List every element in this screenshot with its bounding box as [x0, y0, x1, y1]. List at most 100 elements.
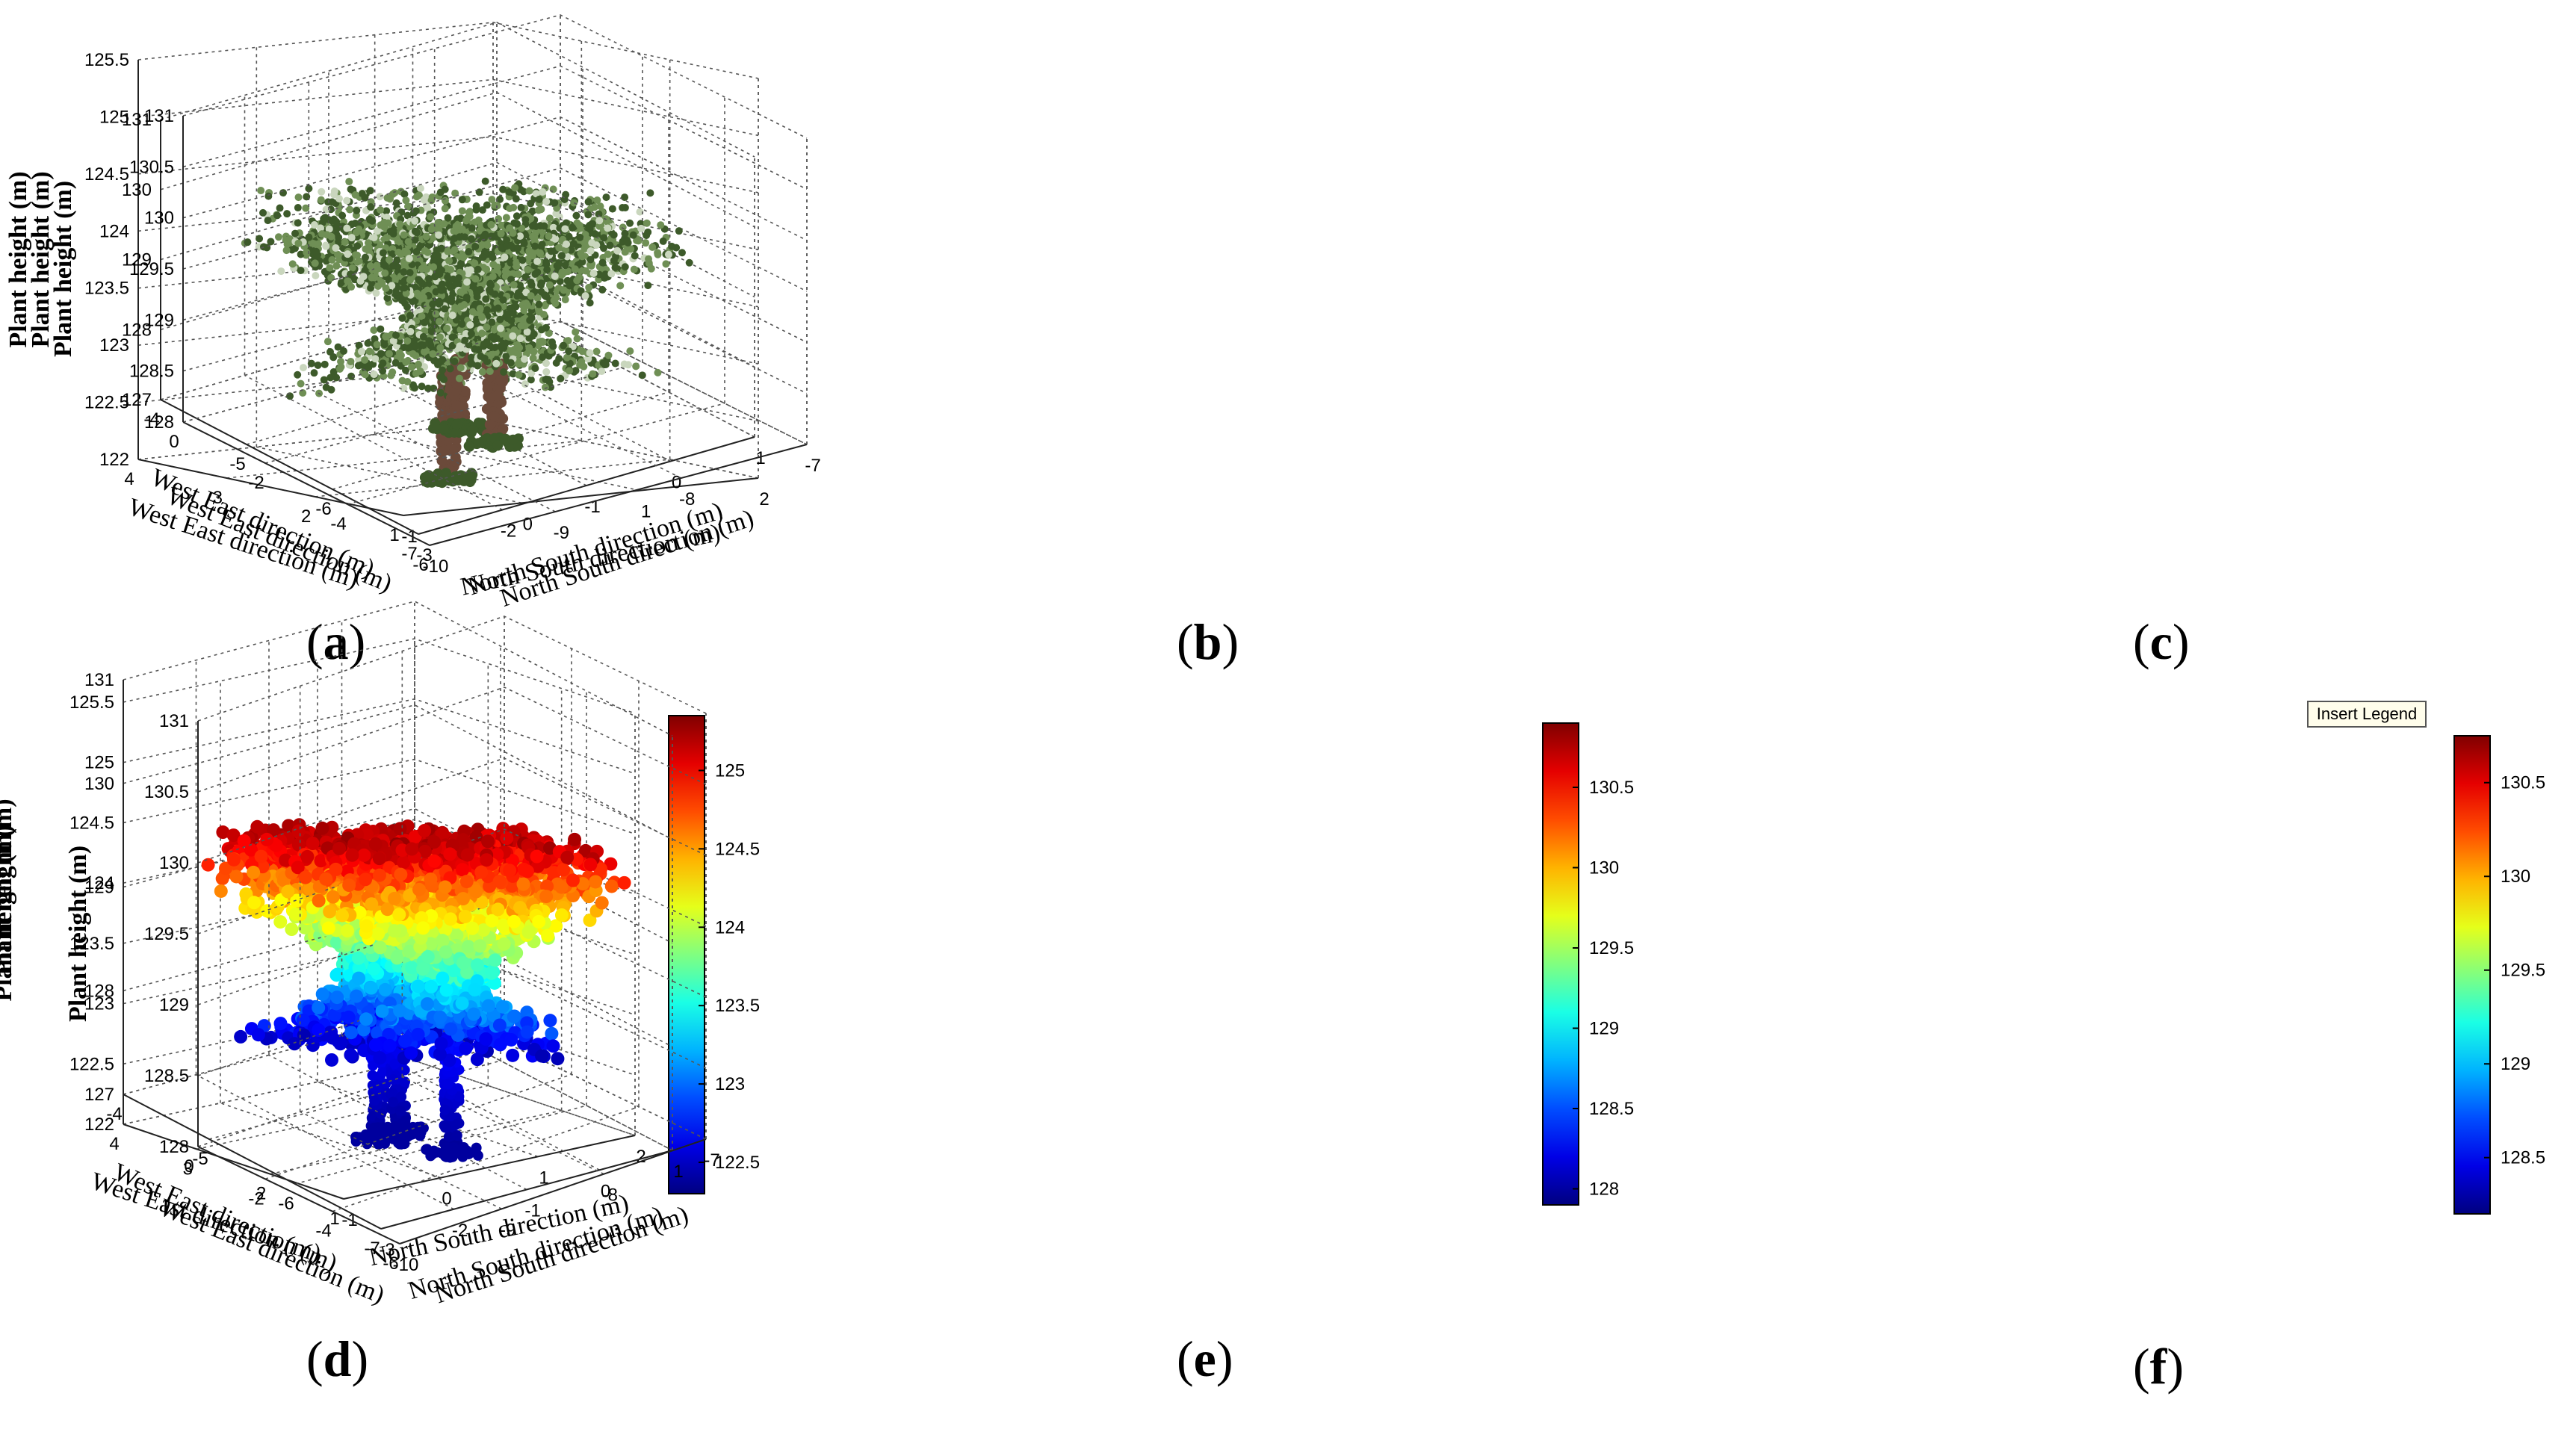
foliage-point	[646, 189, 654, 197]
foliage-point	[366, 187, 374, 195]
foliage-point	[215, 872, 229, 886]
foliage-point	[604, 351, 613, 359]
foliage-point	[584, 211, 592, 219]
foliage-point	[514, 350, 522, 358]
foliage-point	[542, 275, 551, 283]
foliage-point	[347, 357, 355, 365]
foliage-point	[434, 218, 442, 226]
foliage-point	[379, 359, 387, 368]
foliage-point	[430, 384, 438, 392]
foliage-point	[471, 345, 479, 353]
foliage-point	[518, 256, 527, 264]
foliage-point	[492, 359, 501, 368]
trunk-point	[484, 419, 495, 430]
floor-gridline	[434, 354, 682, 479]
foliage-point	[348, 264, 356, 272]
foliage-point	[458, 196, 466, 204]
foliage-point	[294, 193, 303, 202]
foliage-point	[371, 355, 380, 363]
foliage-point	[314, 361, 322, 369]
foliage-point	[480, 354, 489, 362]
foliage-point	[436, 333, 444, 341]
foliage-point	[626, 219, 634, 227]
foliage-point	[466, 321, 474, 329]
foliage-point	[503, 242, 511, 250]
foliage-point	[406, 269, 414, 277]
foliage-point	[451, 246, 459, 254]
ground-point	[350, 1136, 362, 1147]
foliage-point	[482, 295, 490, 303]
foliage-point	[524, 265, 532, 273]
foliage-point	[376, 193, 384, 201]
foliage-point	[436, 317, 444, 326]
foliage-point	[463, 278, 471, 286]
foliage-point	[391, 276, 400, 284]
z-axis-label: Plant height (m)	[27, 171, 55, 347]
foliage-point	[456, 288, 465, 296]
foliage-point	[441, 305, 449, 313]
wall-gridline	[182, 116, 808, 241]
foliage-point	[517, 322, 525, 330]
foliage-point	[462, 217, 471, 225]
foliage-point	[344, 250, 352, 258]
foliage-point	[487, 220, 495, 229]
foliage-point	[323, 231, 331, 239]
foliage-point	[416, 185, 424, 193]
foliage-point	[507, 359, 515, 367]
foliage-point	[516, 335, 524, 343]
foliage-point	[515, 344, 524, 352]
foliage-point	[277, 267, 285, 276]
foliage-point	[467, 329, 475, 338]
z-tick-label: 128	[144, 412, 174, 433]
x-tick-label: 3	[213, 488, 223, 508]
x-tick-label: 1	[389, 525, 399, 545]
foliage-point	[351, 190, 359, 199]
foliage-point	[458, 320, 466, 328]
foliage-point	[495, 214, 503, 223]
x-tick-label: 2	[256, 1184, 266, 1204]
foliage-point	[398, 376, 406, 385]
foliage-point	[412, 193, 421, 201]
foliage-point	[578, 358, 586, 366]
x-tick-label: -7	[401, 544, 417, 564]
foliage-point	[529, 354, 537, 362]
foliage-point	[430, 263, 438, 271]
trunk-point	[482, 382, 493, 393]
foliage-point	[432, 310, 440, 318]
foliage-point	[520, 239, 528, 247]
trunk-point	[495, 374, 507, 385]
ground-point	[396, 1138, 407, 1150]
z-tick-label: 125.5	[69, 692, 114, 713]
foliage-point	[610, 231, 618, 239]
foliage-point	[276, 204, 284, 212]
foliage-point	[428, 327, 436, 335]
y-tick-label: 0	[442, 1189, 451, 1209]
foliage-point	[353, 242, 362, 250]
foliage-point	[337, 363, 345, 371]
foliage-point	[623, 236, 631, 244]
foliage-point	[533, 294, 542, 302]
foliage-point	[329, 190, 338, 199]
foliage-point	[288, 260, 297, 268]
foliage-point	[285, 923, 299, 937]
z-tick-label: 123	[99, 335, 129, 356]
z-tick-label: 127	[122, 390, 152, 410]
wall-gridline	[160, 22, 755, 158]
z-tick-label: 129	[144, 310, 174, 330]
foliage-point	[447, 265, 455, 273]
foliage-point	[436, 344, 445, 352]
foliage-point	[592, 347, 601, 356]
foliage-point	[400, 385, 408, 393]
wall-gridline	[137, 22, 759, 79]
z-tick-label: 125	[84, 753, 114, 773]
y-tick-label: -8	[679, 489, 695, 509]
foliage-point	[621, 263, 629, 271]
z-tick-label: 131	[144, 106, 174, 126]
foliage-point	[391, 189, 399, 197]
foliage-point	[282, 247, 291, 255]
foliage-point	[418, 312, 426, 320]
foliage-point	[585, 283, 593, 291]
foliage-point	[435, 231, 443, 239]
z-tick-label: 122.5	[69, 1054, 114, 1074]
foliage-point	[337, 279, 345, 287]
